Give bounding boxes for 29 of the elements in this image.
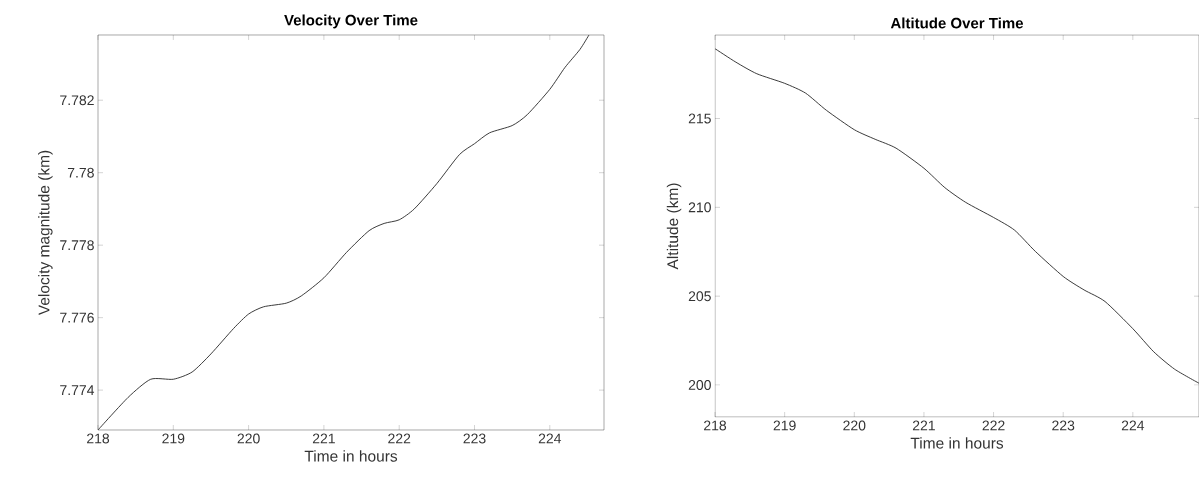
x-axis-title: Time in hours — [910, 437, 1004, 449]
x-tick-label: 223 — [463, 433, 486, 444]
y-tick-label: 200 — [688, 380, 711, 390]
x-tick-label: 224 — [538, 433, 562, 444]
x-tick-label: 223 — [1052, 420, 1075, 431]
x-tick-label: 219 — [773, 420, 796, 431]
x-tick-label: 222 — [388, 433, 411, 444]
y-tick-label: 7.774 — [60, 385, 95, 395]
x-tick-label: 222 — [982, 420, 1005, 431]
x-tick-label: 221 — [312, 433, 335, 444]
y-tick-label: 215 — [688, 113, 711, 124]
x-axis-title: Time in hours — [304, 450, 398, 462]
x-tick-label: 219 — [162, 433, 185, 444]
y-axis-title: Altitude (km) — [666, 183, 682, 270]
chart-title: Velocity Over Time — [284, 14, 418, 29]
y-tick-label: 205 — [688, 291, 711, 302]
x-tick-label: 218 — [87, 433, 110, 444]
x-tick-label: 218 — [704, 420, 727, 431]
chart-title: Altitude Over Time — [890, 17, 1024, 29]
y-tick-label: 7.778 — [60, 240, 94, 251]
y-tick-label: 7.782 — [60, 95, 94, 106]
y-tick-label: 7.78 — [67, 167, 94, 178]
x-tick-label: 220 — [843, 420, 866, 431]
x-tick-label: 220 — [237, 433, 260, 444]
y-axis-title: Velocity magnitude (km) — [38, 150, 53, 316]
x-tick-label: 224 — [1121, 420, 1145, 431]
x-tick-label: 221 — [912, 420, 935, 431]
y-tick-label: 7.776 — [60, 312, 94, 323]
y-tick-label: 210 — [688, 202, 711, 213]
